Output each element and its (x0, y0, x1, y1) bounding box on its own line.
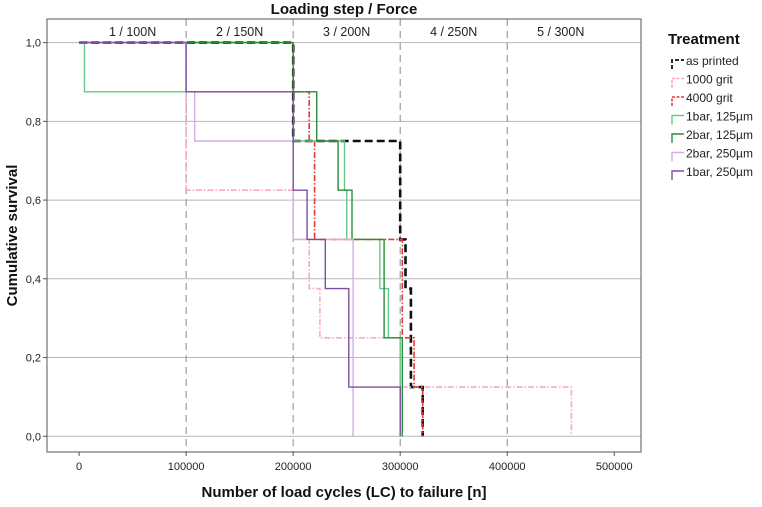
y-tick-label-5: 1,0 (26, 38, 41, 50)
x-tick-label-3: 300000 (382, 461, 419, 473)
y-tick-label-2: 0,4 (26, 274, 41, 286)
legend-label-2: 1000 grit (686, 73, 733, 87)
x-tick-label-0: 0 (76, 461, 82, 473)
series-line-3 (79, 41, 424, 437)
y-tick-label-1: 0,2 (26, 353, 41, 365)
y-tick-label-4: 0,8 (26, 116, 41, 128)
legend: Treatment as printed 1000 grit 4000 grit 1b… (668, 31, 753, 180)
loading-step-label-5: 5 / 300N (537, 25, 584, 39)
series-line-2 (79, 41, 573, 437)
legend-item-4: 1bar, 125µm (671, 110, 753, 125)
legend-swatch-1 (671, 59, 684, 69)
legend-swatch-5 (671, 133, 684, 143)
legend-item-1: as printed (671, 54, 739, 69)
y-axis-ticks: 0,0 0,2 0,4 0,6 0,8 1,0 (26, 38, 47, 443)
legend-label-6: 2bar, 250µm (686, 147, 753, 161)
legend-swatch-4 (671, 114, 684, 125)
legend-swatch-6 (671, 151, 684, 162)
legend-item-7: 1bar, 250µm (671, 165, 753, 180)
legend-title: Treatment (668, 31, 740, 48)
legend-item-5: 2bar, 125µm (671, 128, 753, 143)
legend-swatch-7 (671, 170, 684, 180)
legend-items: as printed 1000 grit 4000 grit 1bar, 125µm 2… (671, 54, 753, 180)
loading-step-label-1: 1 / 100N (109, 25, 156, 39)
legend-label-3: 4000 grit (686, 91, 733, 105)
legend-item-3: 4000 grit (671, 91, 733, 106)
legend-item-6: 2bar, 250µm (671, 147, 753, 162)
series-line-7 (79, 41, 401, 437)
x-tick-label-1: 100000 (168, 461, 205, 473)
y-tick-label-3: 0,6 (26, 195, 41, 207)
legend-label-1: as printed (686, 54, 739, 68)
loading-step-title: Loading step / Force (271, 1, 418, 18)
x-tick-label-4: 400000 (489, 461, 526, 473)
loading-step-label-3: 3 / 200N (323, 25, 370, 39)
x-tick-label-2: 200000 (275, 461, 312, 473)
y-tick-label-0: 0,0 (26, 431, 41, 443)
loading-step-label-2: 2 / 150N (216, 25, 263, 39)
loading-step-labels: 1 / 100N 2 / 150N 3 / 200N 4 / 250N 5 / 300N (109, 25, 584, 39)
legend-label-5: 2bar, 125µm (686, 128, 753, 142)
plot-frame (46, 18, 642, 453)
x-axis-title: Number of load cycles (LC) to failure [n… (201, 484, 486, 501)
legend-label-4: 1bar, 125µm (686, 110, 753, 124)
legend-swatch-2 (671, 77, 684, 88)
legend-item-2: 1000 grit (671, 73, 733, 88)
x-axis-ticks: 0 100000 200000 300000 400000 500000 (76, 452, 633, 473)
x-tick-label-5: 500000 (596, 461, 633, 473)
loading-step-label-4: 4 / 250N (430, 25, 477, 39)
y-axis-title: Cumulative survival (4, 165, 21, 307)
legend-swatch-3 (671, 96, 684, 106)
series-lines (79, 41, 573, 437)
legend-label-7: 1bar, 250µm (686, 165, 753, 179)
